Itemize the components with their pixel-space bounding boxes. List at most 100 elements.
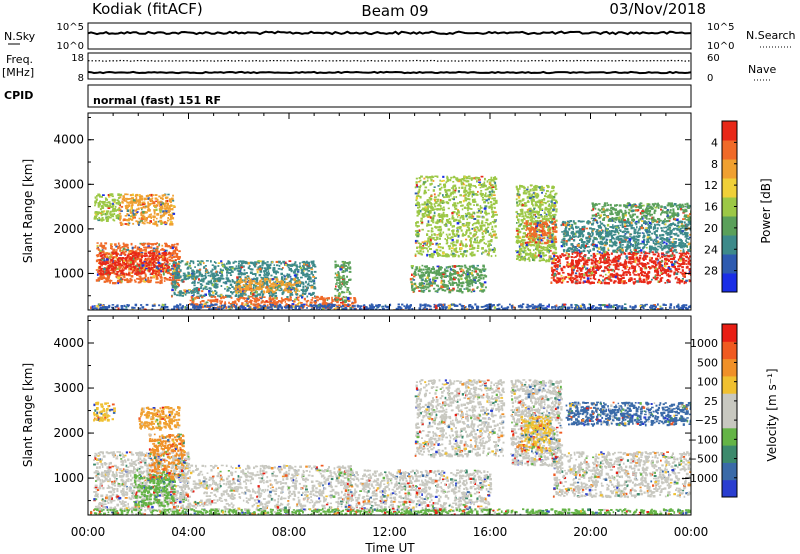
data-cell: [138, 200, 141, 204]
data-cell: [411, 288, 415, 291]
data-cell: [281, 281, 284, 284]
data-cell: [540, 187, 543, 189]
data-cell: [123, 252, 126, 255]
data-cell: [267, 270, 270, 273]
data-cell: [288, 288, 291, 291]
data-cell: [307, 275, 311, 279]
data-cell: [164, 249, 168, 252]
data-cell: [149, 194, 151, 197]
data-cell: [156, 224, 159, 227]
data-cell: [196, 290, 199, 293]
data-cell: [115, 275, 119, 278]
data-cell: [102, 194, 105, 196]
data-cell: [516, 255, 520, 258]
data-cell: [470, 248, 474, 250]
data-cell: [101, 274, 104, 277]
data-cell: [432, 209, 435, 211]
data-cell: [526, 253, 529, 256]
data-cell: [471, 215, 475, 218]
data-cell: [144, 262, 147, 265]
data-cell: [255, 295, 258, 298]
data-cell: [139, 261, 142, 264]
data-cell: [243, 261, 246, 264]
data-cell: [490, 206, 494, 209]
data-cell: [268, 279, 272, 283]
data-cell: [467, 201, 471, 204]
data-cell: [310, 280, 313, 283]
data-cell: [304, 273, 307, 276]
data-cell: [303, 268, 306, 270]
data-cell: [415, 199, 418, 201]
data-cell: [434, 175, 438, 177]
data-cell: [427, 189, 430, 191]
data-cell: [295, 293, 298, 296]
data-cell: [481, 268, 484, 271]
data-cell: [140, 212, 143, 215]
data-cell: [421, 264, 424, 267]
data-cell: [445, 214, 449, 217]
data-cell: [120, 247, 122, 249]
data-cell: [117, 276, 121, 280]
data-cell: [434, 196, 437, 199]
data-cell: [249, 300, 252, 304]
data-cell: [521, 204, 525, 207]
data-cell: [412, 279, 416, 281]
data-cell: [524, 211, 526, 214]
data-cell: [172, 205, 175, 207]
data-cell: [547, 194, 551, 198]
data-cell: [544, 254, 547, 257]
data-cell: [462, 269, 465, 272]
data-cell: [482, 230, 486, 233]
data-cell: [119, 281, 123, 284]
data-cell: [174, 271, 177, 275]
data-cell: [337, 294, 341, 297]
data-cell: [525, 234, 528, 236]
data-cell: [488, 182, 491, 185]
data-cell: [413, 287, 416, 291]
data-cell: [531, 188, 534, 190]
data-cell: [489, 222, 492, 225]
data-cell: [99, 258, 103, 262]
data-cell: [451, 191, 454, 194]
data-cell: [420, 274, 423, 276]
data-cell: [532, 258, 535, 261]
data-cell: [126, 260, 129, 264]
data-cell: [244, 278, 248, 280]
data-cell: [473, 204, 475, 206]
data-cell: [253, 263, 256, 266]
data-cell: [130, 261, 133, 264]
data-cell: [171, 197, 174, 200]
data-cell: [111, 195, 114, 198]
data-cell: [174, 247, 177, 250]
data-cell: [416, 235, 420, 238]
data-cell: [237, 299, 240, 303]
data-cell: [98, 262, 100, 264]
data-cell: [336, 274, 339, 277]
data-cell: [415, 181, 418, 184]
data-cell: [462, 232, 464, 235]
data-cell: [272, 297, 275, 300]
data-cell: [106, 205, 109, 208]
data-cell: [427, 267, 431, 271]
data-cell: [544, 195, 546, 198]
data-cell: [116, 261, 119, 263]
data-cell: [174, 256, 177, 258]
data-cell: [471, 284, 474, 287]
data-cell: [164, 245, 168, 248]
data-cell: [456, 271, 460, 275]
data-cell: [240, 294, 244, 297]
data-cell: [144, 250, 147, 253]
data-cell: [345, 296, 348, 299]
data-cell: [415, 184, 418, 187]
data-cell: [120, 222, 123, 225]
data-cell: [118, 206, 120, 209]
data-cell: [253, 265, 257, 268]
data-cell: [134, 198, 138, 202]
data-cell: [431, 207, 434, 210]
data-cell: [280, 277, 284, 281]
data-cell: [94, 216, 97, 219]
data-cell: [156, 258, 159, 261]
data-cell: [334, 298, 337, 301]
data-cell: [418, 266, 421, 269]
data-cell: [430, 194, 433, 197]
